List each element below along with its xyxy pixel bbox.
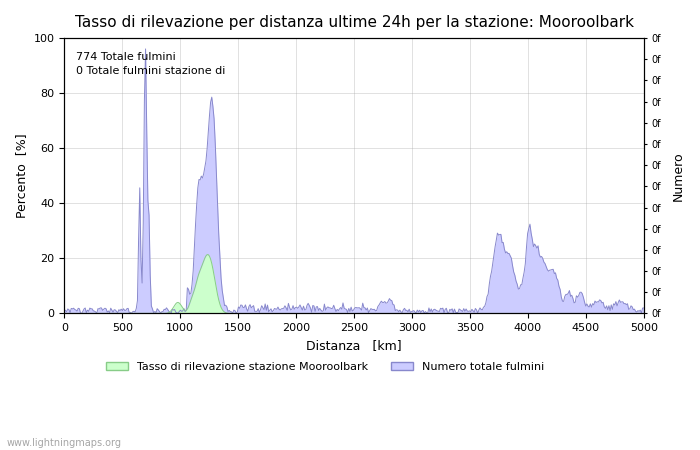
Text: www.lightningmaps.org: www.lightningmaps.org bbox=[7, 437, 122, 447]
X-axis label: Distanza   [km]: Distanza [km] bbox=[306, 339, 402, 352]
Title: Tasso di rilevazione per distanza ultime 24h per la stazione: Mooroolbark: Tasso di rilevazione per distanza ultime… bbox=[74, 15, 634, 30]
Text: 0 Totale fulmini stazione di: 0 Totale fulmini stazione di bbox=[76, 66, 225, 76]
Y-axis label: Percento  [%]: Percento [%] bbox=[15, 134, 28, 218]
Legend: Tasso di rilevazione stazione Mooroolbark, Numero totale fulmini: Tasso di rilevazione stazione Mooroolbar… bbox=[102, 358, 548, 377]
Text: 774 Totale fulmini: 774 Totale fulmini bbox=[76, 52, 176, 62]
Y-axis label: Numero: Numero bbox=[672, 151, 685, 201]
